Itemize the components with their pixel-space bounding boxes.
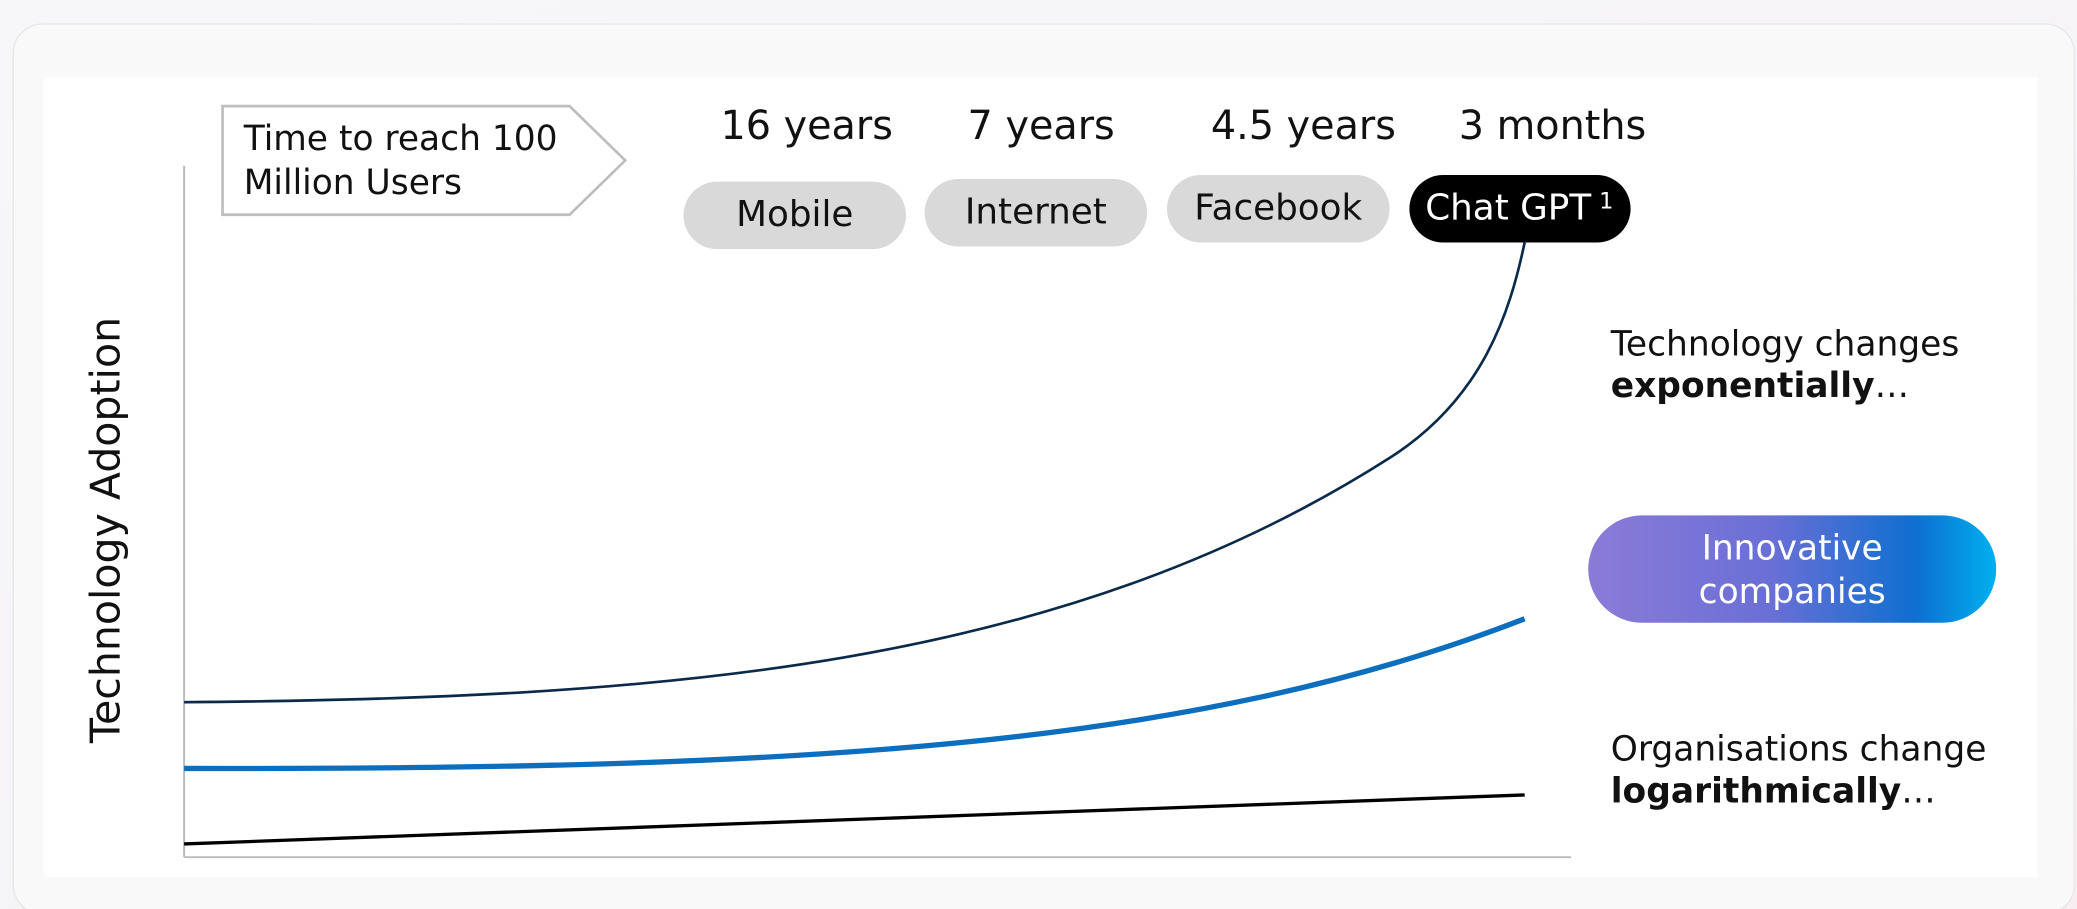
callout-line: Time to reach 100 xyxy=(243,119,558,159)
milestone-pill-highlight xyxy=(1409,175,1631,243)
annotation-lead: Organisations change xyxy=(1611,730,1987,770)
milestone-time: 3 months xyxy=(1459,103,1647,149)
milestone-time: 16 years xyxy=(720,103,892,149)
badge xyxy=(1588,515,1997,623)
axis-label: Technology Adoption xyxy=(82,317,130,744)
annotation-bold: exponentially xyxy=(1611,365,1875,405)
milestone-name: Mobile xyxy=(736,194,853,235)
milestone-name: Facebook xyxy=(1194,187,1362,228)
milestone-name: Chat GPT 1 xyxy=(1425,187,1613,228)
badge-line: Innovative xyxy=(1702,528,1883,568)
annotation-emphasis: exponentially… xyxy=(1611,365,1909,405)
annotation-emphasis: logarithmically… xyxy=(1611,771,1936,811)
milestone-pill xyxy=(924,178,1148,247)
callout-line: Million Users xyxy=(244,163,462,203)
milestone-pill xyxy=(1166,175,1390,243)
milestone-time: 7 years xyxy=(968,103,1115,149)
annotation-lead: Technology changes xyxy=(1610,324,1960,364)
callout xyxy=(221,104,628,217)
footnote: 1 xyxy=(1599,188,1613,214)
annotation-trail: … xyxy=(1901,771,1935,811)
organisation-curve xyxy=(184,793,1525,846)
annotation-bold: logarithmically xyxy=(1611,771,1902,811)
milestone-name: Internet xyxy=(965,191,1107,232)
innovative-curve xyxy=(184,616,1526,772)
technology-curve xyxy=(184,242,1526,704)
badge-line: companies xyxy=(1699,572,1886,612)
milestone-time: 4.5 years xyxy=(1211,103,1396,149)
milestone-pill xyxy=(683,181,907,250)
annotation-trail: … xyxy=(1875,365,1909,405)
milestone-name-text: Chat GPT xyxy=(1425,187,1591,228)
